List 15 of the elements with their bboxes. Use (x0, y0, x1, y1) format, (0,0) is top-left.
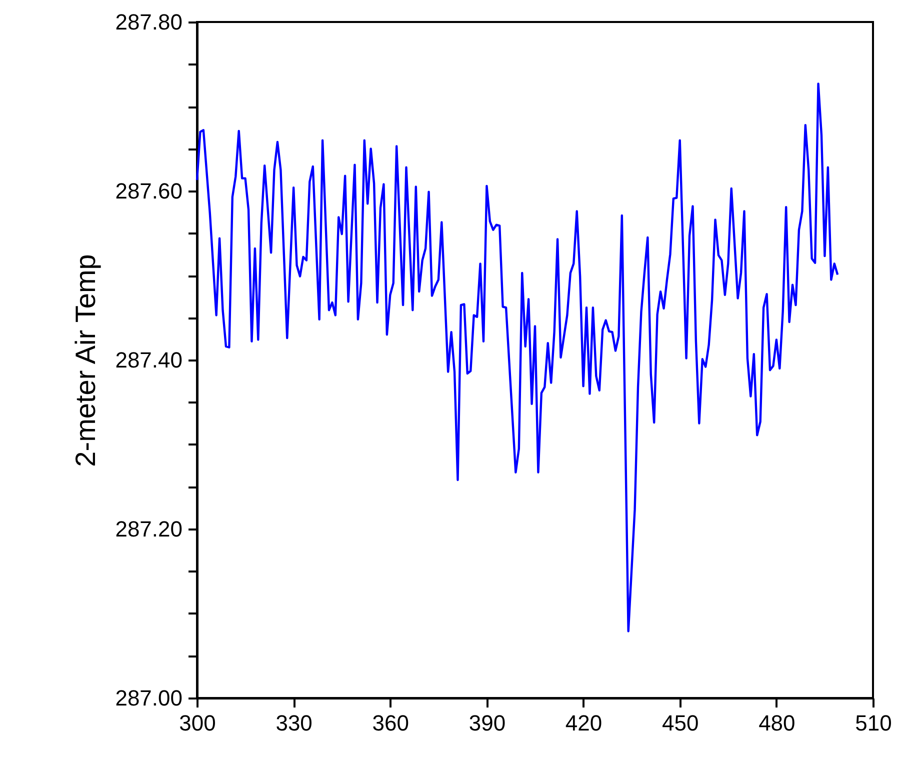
y-axis-title: 2-meter Air Temp (70, 254, 102, 467)
x-tick-label: 300 (179, 710, 216, 736)
line-series (196, 82, 839, 632)
x-tick-label: 420 (565, 710, 602, 736)
y-tick-label: 287.00 (115, 686, 182, 710)
y-tick-label: 287.40 (115, 348, 182, 372)
x-tick-label: 450 (662, 710, 699, 736)
y-tick-label: 287.60 (115, 178, 182, 204)
y-tick-label: 287.80 (115, 10, 182, 34)
x-tick-label: 390 (468, 710, 506, 736)
x-tick-label: 510 (855, 710, 892, 736)
x-tick-label: 330 (276, 710, 312, 736)
y-tick-label: 287.20 (115, 516, 182, 542)
x-tick-label: 480 (758, 710, 796, 736)
x-tick-label: 360 (372, 710, 409, 736)
